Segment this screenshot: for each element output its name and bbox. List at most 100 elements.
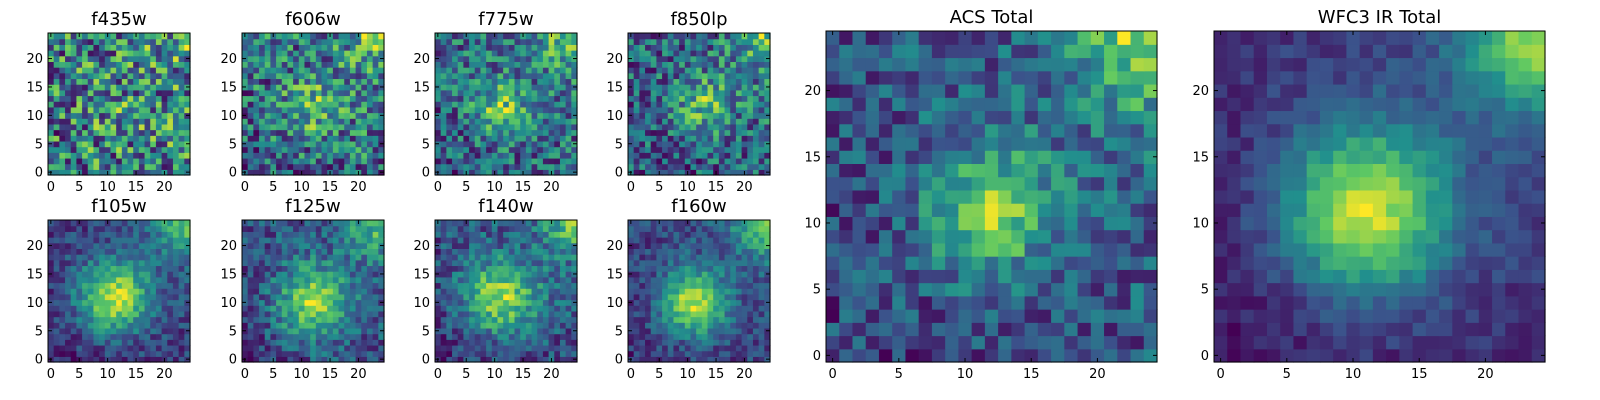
heatmap-cell	[253, 350, 260, 357]
heatmap-cell	[696, 356, 703, 363]
heatmap-cell	[287, 316, 294, 323]
heatmap-cell	[127, 78, 134, 85]
heatmap-cell	[752, 38, 760, 45]
heatmap-cell	[628, 339, 635, 346]
heatmap-cell	[99, 310, 106, 318]
heatmap-cell	[270, 322, 277, 329]
heatmap-cell	[253, 356, 260, 363]
heatmap-cell	[82, 72, 89, 80]
heatmap-cell	[155, 305, 163, 312]
heatmap-cell	[242, 333, 249, 340]
heatmap-cell	[104, 225, 112, 232]
heatmap-cell	[184, 95, 191, 102]
heatmap-cell	[349, 220, 357, 227]
heatmap-cell	[70, 61, 77, 68]
heatmap-cell	[378, 61, 385, 68]
heatmap-cell	[542, 271, 550, 278]
heatmap-cell	[321, 50, 328, 57]
heatmap-cell	[276, 225, 283, 232]
heatmap-cell	[155, 231, 163, 238]
heatmap-cell	[435, 106, 442, 114]
heatmap-cell	[474, 146, 482, 153]
heatmap-cell	[463, 146, 470, 153]
heatmap-cell	[338, 225, 345, 232]
heatmap-cell	[70, 55, 77, 62]
heatmap-cell	[639, 61, 646, 68]
heatmap-cell	[310, 282, 317, 289]
heatmap-cell	[247, 72, 254, 80]
heatmap-cell	[264, 152, 271, 159]
heatmap-cell	[321, 123, 328, 131]
heatmap-cell	[110, 225, 117, 232]
heatmap-cell	[76, 95, 83, 102]
heatmap-cell	[270, 327, 277, 335]
heatmap-cell	[548, 350, 555, 357]
heatmap-cell	[752, 61, 760, 68]
heatmap-cell	[310, 78, 317, 85]
heatmap-cell	[53, 101, 60, 108]
heatmap-cell	[537, 95, 544, 102]
heatmap-cell	[525, 118, 533, 125]
heatmap-cell	[287, 152, 294, 159]
x-tick-label: 10	[99, 367, 116, 382]
heatmap-cell	[537, 299, 544, 306]
heatmap-cell	[293, 61, 300, 68]
heatmap-cell	[133, 248, 140, 255]
heatmap-cell	[440, 242, 447, 249]
heatmap-cell	[752, 55, 760, 62]
heatmap-cell	[571, 231, 578, 238]
heatmap-cell	[469, 146, 476, 153]
axes-frame	[434, 219, 578, 363]
heatmap-cell	[724, 84, 731, 91]
heatmap-cell	[525, 310, 533, 318]
heatmap-cell	[310, 67, 317, 74]
heatmap-cell	[82, 169, 89, 176]
heatmap-cell	[656, 339, 663, 346]
heatmap-cell	[104, 123, 112, 131]
heatmap-cell	[486, 106, 493, 114]
heatmap-cell	[338, 259, 345, 267]
heatmap-cell	[53, 78, 60, 85]
x-tick-label: 5	[462, 180, 470, 195]
heatmap-cell	[93, 140, 100, 148]
heatmap-cell	[76, 231, 83, 238]
heatmap-cell	[554, 44, 561, 51]
heatmap-cell	[99, 112, 106, 119]
heatmap-cell	[497, 140, 504, 148]
heatmap-cell	[259, 44, 266, 51]
heatmap-cell	[730, 146, 737, 153]
heatmap-cell	[542, 248, 550, 255]
heatmap-cell	[259, 146, 266, 153]
heatmap-cell	[259, 95, 266, 102]
heatmap-cell	[440, 293, 447, 301]
heatmap-cell	[65, 271, 72, 278]
heatmap-cell	[298, 327, 306, 335]
heatmap-cell	[514, 78, 521, 85]
heatmap-cell	[474, 157, 482, 165]
heatmap-cell	[99, 316, 106, 323]
heatmap-cell	[486, 61, 493, 68]
heatmap-cell	[293, 163, 300, 170]
heatmap-cell	[537, 157, 544, 165]
heatmap-cell	[440, 310, 447, 318]
heatmap-cell	[259, 299, 266, 306]
heatmap-cell	[264, 163, 271, 170]
heatmap-cell	[361, 299, 368, 306]
heatmap-cell	[554, 282, 561, 289]
heatmap-cell	[281, 293, 289, 301]
heatmap-cell	[349, 101, 357, 108]
heatmap-cell	[344, 220, 351, 227]
heatmap-cell	[724, 169, 731, 176]
heatmap-cell	[344, 316, 351, 323]
heatmap-cell	[310, 146, 317, 153]
heatmap-cell	[287, 163, 294, 170]
heatmap-cell	[87, 61, 95, 68]
heatmap-cell	[690, 350, 697, 357]
heatmap-cell	[503, 254, 510, 261]
heatmap-cell	[474, 38, 482, 45]
heatmap-cell	[287, 146, 294, 153]
heatmap-cell	[53, 282, 60, 289]
heatmap-cell	[349, 123, 357, 131]
heatmap-cell	[508, 157, 516, 165]
heatmap-cell	[247, 106, 254, 114]
